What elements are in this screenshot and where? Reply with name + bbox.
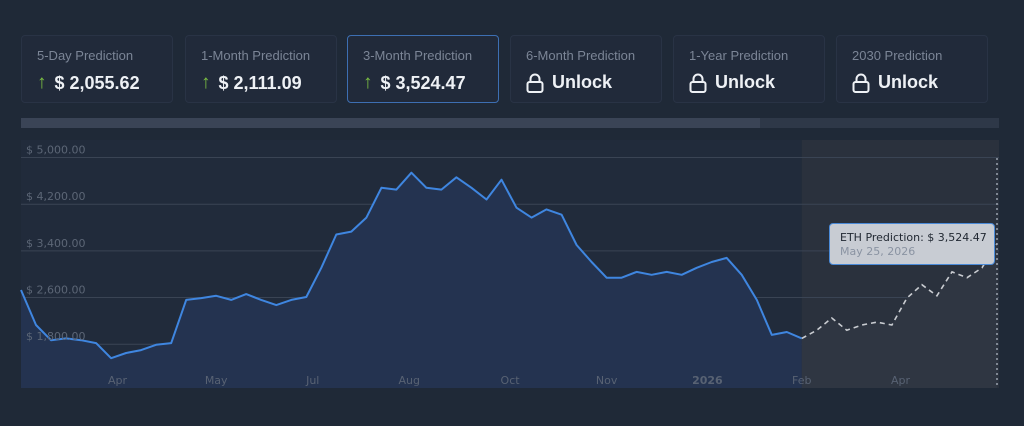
x-tick-label: 2026 [692, 374, 723, 387]
history-line [20, 171, 803, 360]
card-1-month[interactable]: 1-Month Prediction ↑ $ 2,111.09 [185, 35, 337, 103]
chart-range-scrollbar[interactable] [21, 118, 999, 128]
y-tick-label: $ 5,000.00 [26, 144, 85, 157]
card-3-month[interactable]: 3-Month Prediction ↑ $ 3,524.47 [347, 35, 499, 103]
x-tick-label: Apr [108, 374, 128, 387]
card-label: 6-Month Prediction [526, 48, 636, 63]
forecast-area [801, 243, 997, 388]
card-value: $ 3,524.47 [380, 72, 466, 93]
x-tick-label: Apr [891, 374, 911, 387]
card-label: 2030 Prediction [852, 48, 943, 63]
card-label: 1-Month Prediction [201, 48, 311, 63]
x-tick-label: Feb [792, 374, 811, 387]
x-tick-label: Jul [305, 374, 319, 387]
card-label: 3-Month Prediction [363, 48, 473, 63]
y-tick-label: $ 4,200.00 [26, 190, 85, 203]
card-label: 1-Year Prediction [689, 48, 789, 63]
y-tick-label: $ 3,400.00 [26, 237, 85, 250]
card-2030[interactable]: 2030 Prediction Unlock [836, 35, 988, 103]
card-label: 5-Day Prediction [37, 48, 134, 63]
tooltip-value: $ 3,524.47 [927, 231, 987, 244]
card-5-day[interactable]: 5-Day Prediction ↑ $ 2,055.62 [21, 35, 173, 103]
history-area [21, 172, 802, 388]
card-value: $ 2,111.09 [218, 72, 302, 93]
scrollbar-thumb[interactable] [21, 118, 760, 128]
x-tick-label: May [205, 374, 228, 387]
y-tick-label: $ 1,800.00 [26, 330, 85, 343]
unlock-label: Unlock [715, 72, 776, 92]
arrow-up-icon: ↑ [37, 72, 47, 93]
x-tick-label: Nov [596, 374, 618, 387]
x-tick-label: Oct [501, 374, 521, 387]
y-tick-label: $ 2,600.00 [26, 284, 85, 297]
card-1-year[interactable]: 1-Year Prediction Unlock [673, 35, 825, 103]
lock-icon [526, 73, 544, 93]
arrow-up-icon: ↑ [363, 72, 373, 93]
chart-tooltip: ETH Prediction: $ 3,524.47 May 25, 2026 [829, 223, 995, 265]
arrow-up-icon: ↑ [201, 72, 211, 93]
forecast-line [801, 243, 998, 340]
tooltip-label: ETH Prediction: [840, 231, 924, 244]
card-value: $ 2,055.62 [54, 72, 140, 93]
x-tick-label: Aug [399, 374, 420, 387]
unlock-label: Unlock [878, 72, 939, 92]
card-6-month[interactable]: 6-Month Prediction Unlock [510, 35, 662, 103]
lock-icon [689, 73, 707, 93]
unlock-label: Unlock [552, 72, 613, 92]
tooltip-date: May 25, 2026 [840, 245, 916, 258]
lock-icon [852, 73, 870, 93]
